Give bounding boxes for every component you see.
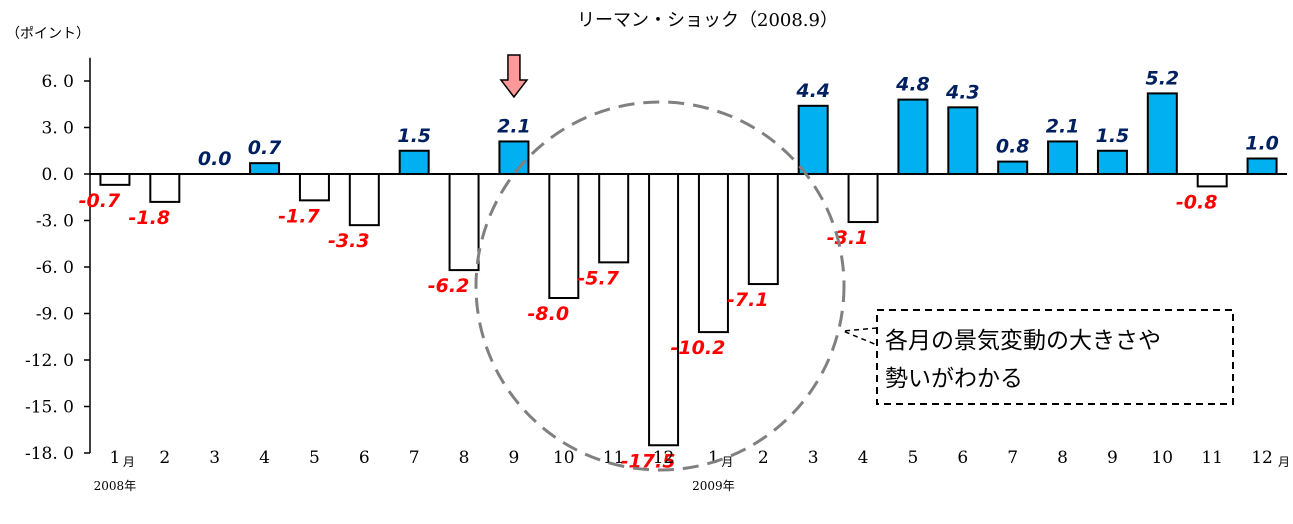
data-label: -3.3 [328,230,370,252]
lehman-shock-annotation: リーマン・ショック（2008.9） [577,10,838,31]
x-tick-label: 11 [1201,448,1223,468]
data-label: -8.0 [528,303,570,325]
callout-text-line-2: 勢いがわかる [885,366,1023,392]
callout-text-line-1: 各月の景気変動の大きさや [885,328,1161,354]
bar [298,173,330,202]
x-tick-label: 1 [708,448,719,468]
data-label: -3.1 [827,227,869,249]
x-tick-label: 12 [653,448,675,468]
bar [747,173,779,286]
x-tick-label: 6 [359,448,370,468]
x-tick-label: 1 [110,448,121,468]
x-axis-labels-group: 1 2 3 4 5 6 7 8 9 10 11 12 1 2 3 4 5 6 7 8 9 10 11 12月月月2008年 20… [94,448,1290,493]
x-tick-label: 3 [808,448,819,468]
highlight-circle [474,100,846,472]
bar [1246,157,1278,175]
bars-group [99,92,1278,447]
bar [947,106,979,175]
y-tick-label: -12. 0 [25,351,74,371]
y-tick-label: -3. 0 [36,212,74,232]
x-tick-label: 10 [1151,448,1173,468]
bar [697,173,729,334]
bar [348,173,380,227]
down-arrow-icon [499,54,529,99]
callout-box: 各月の景気変動の大きさや 勢いがわかる [876,309,1234,405]
x-month-suffix: 月 [123,455,135,469]
y-axis-unit-label: （ポイント） [6,26,90,42]
bar [498,140,530,175]
data-label: -10.2 [671,337,726,359]
y-tick-label: -15. 0 [25,398,74,418]
x-tick-label: 4 [858,448,869,468]
x-tick-label: 5 [309,448,320,468]
y-tick-label: -9. 0 [36,305,74,325]
data-label: -7.1 [727,289,769,311]
bar [99,173,131,186]
data-label: 5.2 [1145,67,1179,89]
x-tick-label: 3 [209,448,220,468]
data-label: 0.0 [198,148,232,170]
bar [1047,140,1079,175]
x-tick-label: 9 [509,448,520,468]
data-label: 0.7 [248,137,282,159]
x-tick-label: 6 [957,448,968,468]
data-label: -1.8 [129,207,171,229]
data-label: -5.7 [577,267,619,289]
x-tick-label: 8 [459,448,470,468]
x-tick-label: 12 [1251,448,1273,468]
bar [648,173,680,447]
x-year-label: 2008年 [94,479,137,493]
data-label: 1.0 [1245,133,1279,155]
data-label: 1.5 [397,125,431,147]
data-label: -0.7 [79,190,121,212]
x-tick-label: 9 [1107,448,1118,468]
data-label: -6.2 [428,275,470,297]
y-tick-label: 3. 0 [42,119,74,139]
x-tick-label: 5 [908,448,919,468]
y-tick-label: -6. 0 [36,258,74,278]
bar [1196,173,1228,188]
bar [847,173,879,224]
bar [149,173,181,203]
data-label: 0.8 [996,136,1030,158]
bar [797,104,829,175]
callout-pointer [842,327,878,346]
data-label: 2.1 [497,115,531,137]
x-month-suffix: 月 [1278,455,1290,469]
bar [448,173,480,272]
x-tick-label: 4 [259,448,270,468]
x-tick-label: 8 [1057,448,1068,468]
x-tick-label: 7 [1007,448,1018,468]
data-label: 2.1 [1046,115,1080,137]
bar [1146,92,1178,175]
y-axis: 6. 0 3. 0 0. 0 -3. 0 -6. 0 -9. 0 -12. 0 -15. 0 -… [25,57,91,464]
data-label: -0.8 [1176,191,1218,213]
data-label: -1.7 [278,205,320,227]
x-year-label: 2009年 [692,479,735,493]
bar [398,149,430,175]
x-tick-label: 11 [603,448,625,468]
data-label: 4.3 [945,81,980,103]
bar [548,173,580,299]
y-tick-label: 6. 0 [42,72,74,92]
data-label: 4.8 [895,74,930,96]
bar [598,173,630,264]
y-tick-label: -18. 0 [25,444,74,464]
data-label: 1.5 [1096,125,1130,147]
y-tick-label: 0. 0 [42,165,74,185]
bar [1096,149,1128,175]
x-tick-label: 2 [159,448,170,468]
bar [249,162,281,175]
x-tick-label: 7 [409,448,420,468]
bar [897,98,929,175]
x-tick-label: 10 [553,448,575,468]
bar [997,160,1029,176]
x-month-suffix: 月 [721,455,733,469]
callout-border [876,309,1234,405]
data-label: 4.4 [795,80,830,102]
x-tick-label: 2 [758,448,769,468]
